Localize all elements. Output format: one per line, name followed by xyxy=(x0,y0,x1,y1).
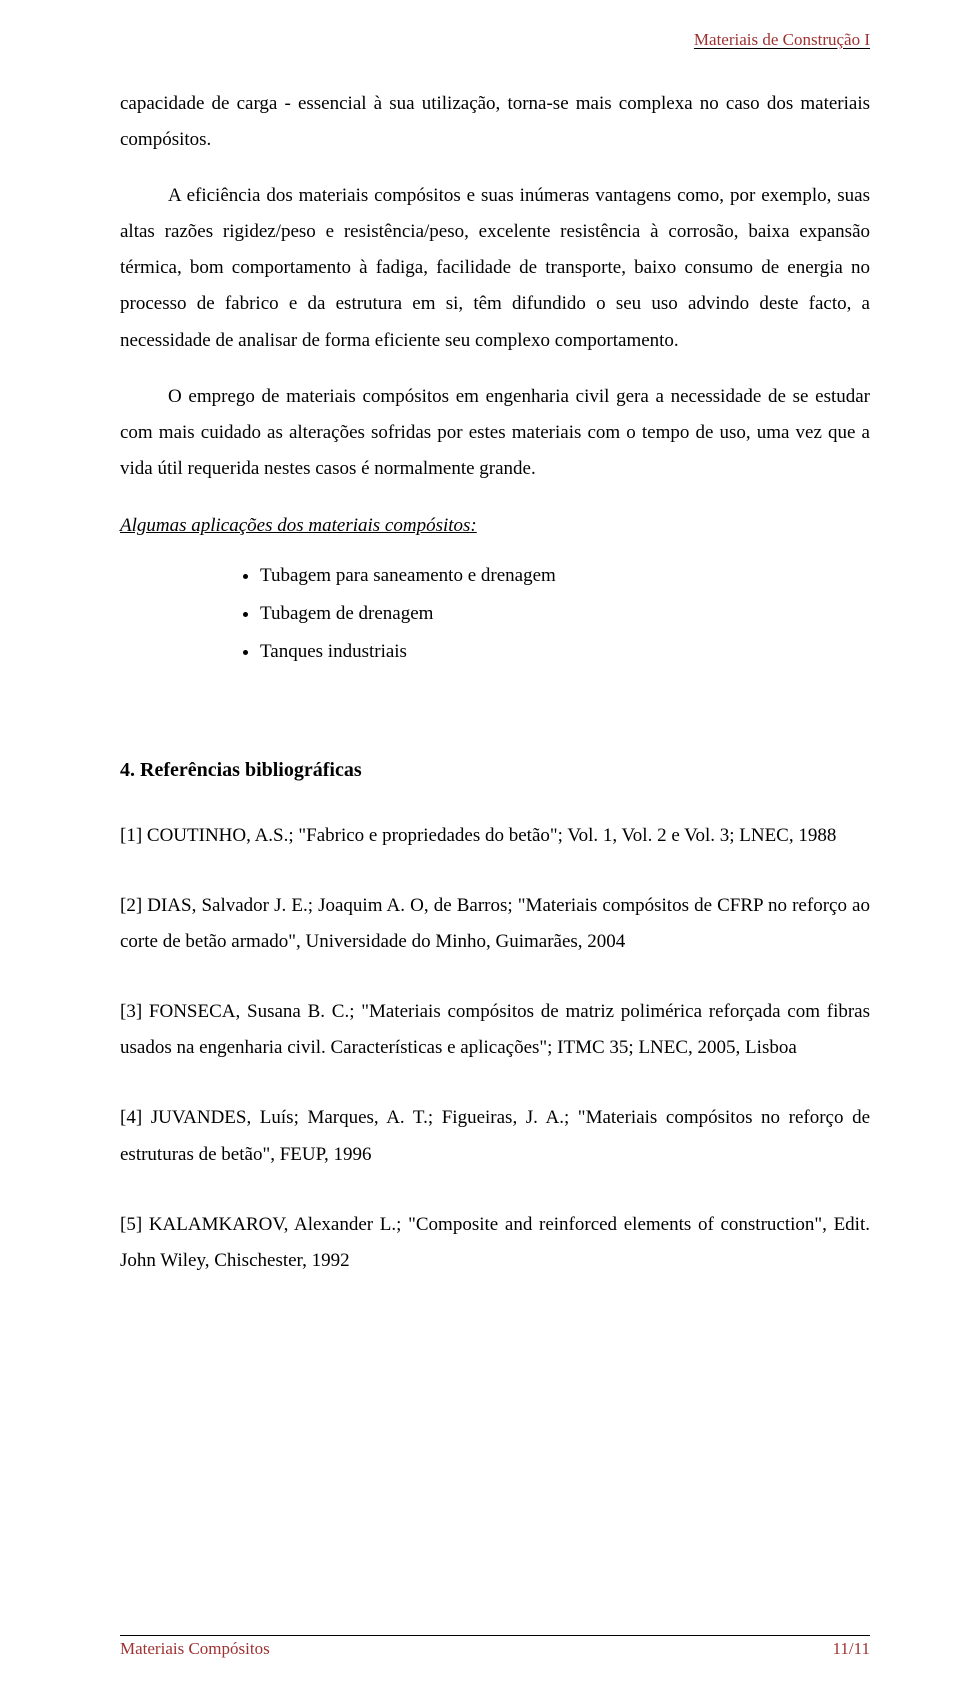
document-page: Materiais de Construção I capacidade de … xyxy=(0,0,960,1699)
reference-5: [5] KALAMKAROV, Alexander L.; "Composite… xyxy=(120,1207,870,1279)
paragraph-2: A eficiência dos materiais compósitos e … xyxy=(120,178,870,358)
footer-right: 11/11 xyxy=(833,1639,870,1659)
applications-list: Tubagem para saneamento e drenagem Tubag… xyxy=(260,557,870,671)
reference-4: [4] JUVANDES, Luís; Marques, A. T.; Figu… xyxy=(120,1100,870,1172)
paragraph-1: capacidade de carga - essencial à sua ut… xyxy=(120,86,870,158)
reference-2: [2] DIAS, Salvador J. E.; Joaquim A. O, … xyxy=(120,888,870,960)
footer-left: Materiais Compósitos xyxy=(120,1639,270,1659)
applications-heading: Algumas aplicações dos materiais compósi… xyxy=(120,515,870,537)
course-title: Materiais de Construção I xyxy=(694,30,870,49)
page-footer: Materiais Compósitos 11/11 xyxy=(120,1635,870,1659)
reference-3: [3] FONSECA, Susana B. C.; "Materiais co… xyxy=(120,994,870,1066)
references-heading: 4. Referências bibliográficas xyxy=(120,759,870,782)
list-item: Tanques industriais xyxy=(260,633,870,671)
page-header: Materiais de Construção I xyxy=(120,30,870,50)
reference-1: [1] COUTINHO, A.S.; "Fabrico e proprieda… xyxy=(120,818,870,854)
paragraph-3: O emprego de materiais compósitos em eng… xyxy=(120,379,870,487)
list-item: Tubagem de drenagem xyxy=(260,595,870,633)
list-item: Tubagem para saneamento e drenagem xyxy=(260,557,870,595)
